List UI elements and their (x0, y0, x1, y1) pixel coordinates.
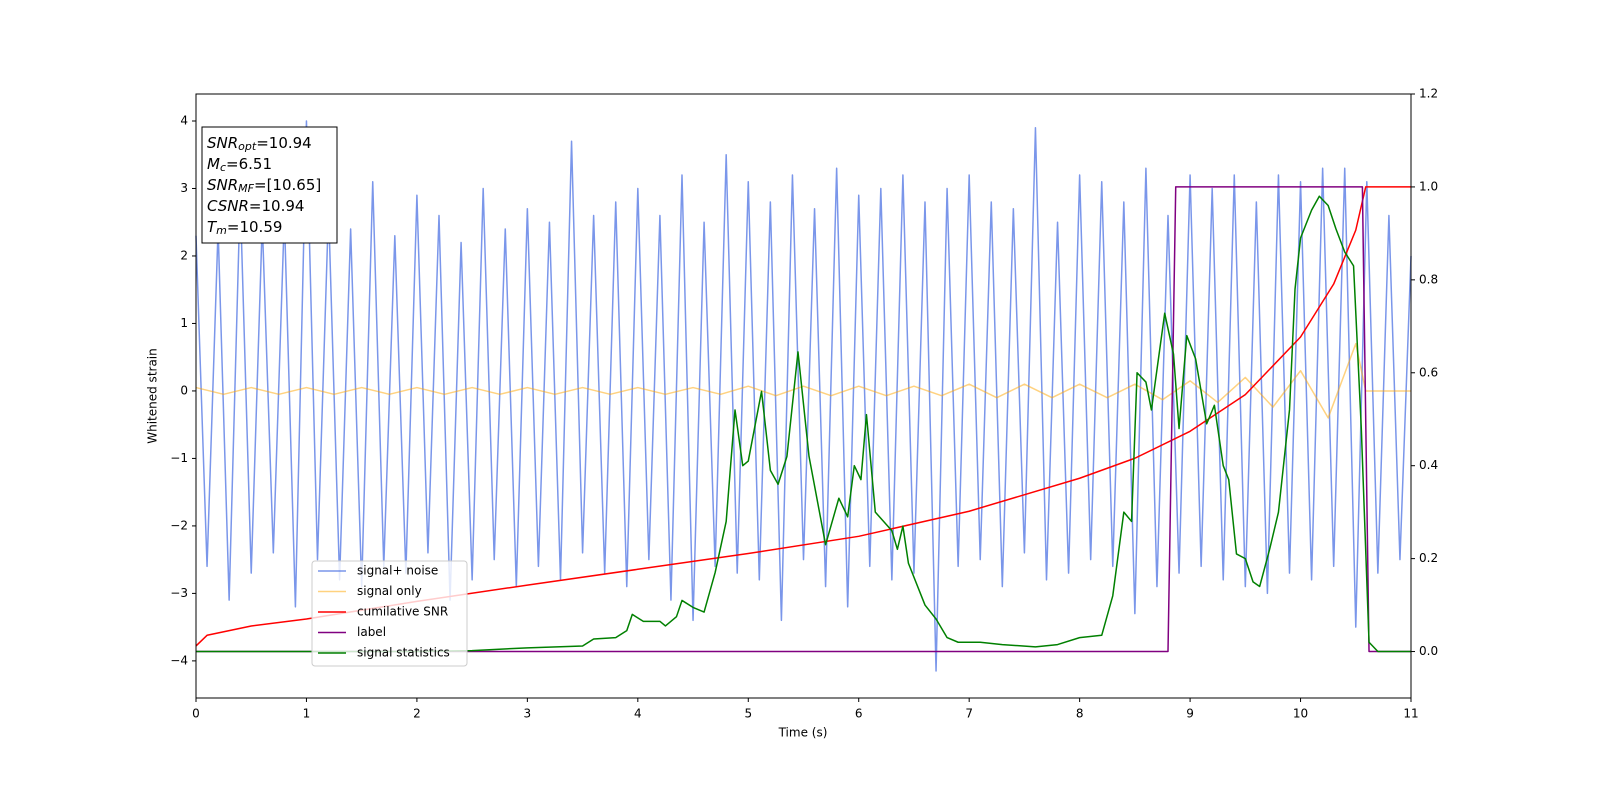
x-tick-label: 11 (1403, 707, 1418, 721)
x-tick-label: 10 (1293, 707, 1308, 721)
y-axis-label: Whitened strain (146, 348, 160, 444)
x-tick-label: 8 (1076, 707, 1084, 721)
x-tick-label: 7 (965, 707, 973, 721)
series-line (196, 186, 1411, 653)
annotation-value: =10.94 (249, 197, 305, 215)
y-tick-label: −1 (170, 451, 188, 465)
y-tick-label: 4 (180, 113, 188, 127)
y2-tick-label: 0.2 (1419, 551, 1438, 565)
annotation-line: SNRMF=[10.65] (207, 176, 321, 196)
x-tick-label: 6 (855, 707, 863, 721)
annotation-subscript: c (220, 161, 226, 174)
axes-frame (195, 93, 1412, 699)
y2-tick-label: 0.4 (1419, 458, 1438, 472)
y-tick-label: 1 (180, 316, 188, 330)
legend-label: cumilative SNR (357, 605, 448, 619)
annotation-line: SNRopt=10.94 (207, 134, 312, 154)
x-tick-label: 2 (413, 707, 421, 721)
annotation-value: =6.51 (226, 155, 272, 173)
series-line (195, 120, 1412, 672)
series-line (195, 186, 1411, 647)
x-axis-label: Time (s) (778, 726, 828, 740)
y-tick-label: 0 (180, 383, 188, 397)
series-line (195, 342, 1411, 419)
annotation: SNRopt=10.94Mc=6.51SNRMF=[10.65]CSNR=10.… (201, 126, 338, 244)
y-tick-label: −4 (170, 653, 188, 667)
y2-tick-label: 0.6 (1419, 365, 1438, 379)
annotation-subscript: MF (238, 182, 254, 195)
annotation-subscript: opt (238, 140, 257, 153)
annotation-value: =[10.65] (254, 176, 321, 194)
annotation-value: =10.59 (227, 218, 283, 236)
y2-tick-label: 1.0 (1419, 179, 1438, 193)
legend-label: signal+ noise (357, 564, 438, 578)
y-tick-label: −3 (170, 586, 188, 600)
annotation-symbol: M (207, 155, 220, 173)
y2-tick-label: 0.8 (1419, 272, 1438, 286)
plot-area (195, 120, 1412, 672)
annotation-line: CSNR=10.94 (207, 197, 304, 215)
y-tick-label: 3 (180, 181, 188, 195)
annotation-subscript: m (216, 224, 227, 237)
annotation-line: Mc=6.51 (207, 155, 272, 175)
annotation-line: Tm=10.59 (207, 218, 282, 238)
y-tick-label: 2 (180, 248, 188, 262)
annotation-frame (201, 126, 338, 244)
series-line (196, 195, 1411, 653)
x-tick-label: 4 (634, 707, 642, 721)
legend-label: label (357, 625, 386, 639)
annotation-value: =10.94 (256, 134, 312, 152)
legend-frame (311, 560, 468, 667)
x-tick-label: 9 (1186, 707, 1194, 721)
y2-tick-label: 0.0 (1419, 644, 1438, 658)
legend: signal+ noise signal only cumilative SNR la… (311, 560, 468, 667)
x-tick-label: 1 (303, 707, 311, 721)
legend-label: signal only (357, 584, 422, 598)
x-tick-label: 0 (192, 707, 200, 721)
y-tick-label: −2 (170, 518, 188, 532)
annotation-symbol: SNR (207, 176, 238, 194)
x-tick-label: 3 (524, 707, 532, 721)
annotation-symbol: CSNR (207, 197, 249, 215)
annotation-symbol: SNR (207, 134, 238, 152)
annotation-symbol: T (207, 218, 218, 236)
legend-label: signal statistics (357, 646, 450, 660)
x-tick-label: 5 (744, 707, 752, 721)
y2-tick-label: 1.2 (1419, 87, 1438, 101)
